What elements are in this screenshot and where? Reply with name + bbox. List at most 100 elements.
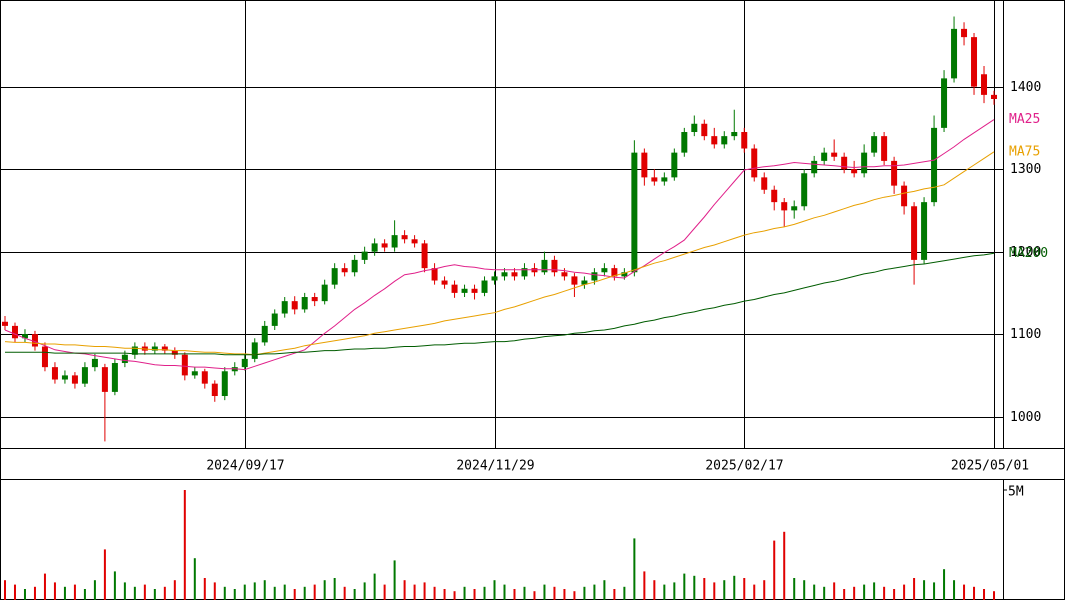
candle-body <box>311 297 318 302</box>
volume-bar <box>313 584 316 600</box>
candle-body <box>261 325 268 343</box>
volume-bar <box>843 589 846 600</box>
candle-body <box>681 132 688 153</box>
volume-bar <box>203 578 206 600</box>
volume-bar <box>613 589 616 600</box>
candle-body <box>921 202 928 260</box>
candle-body <box>761 177 768 190</box>
volume-bar <box>533 591 536 600</box>
volume-bar <box>323 580 326 600</box>
candle-body <box>901 185 908 207</box>
volume-bar <box>153 589 156 600</box>
candle-body <box>641 152 648 178</box>
volume-bar <box>903 584 906 600</box>
candle-body <box>591 272 598 281</box>
candle-body <box>171 350 178 355</box>
volume-bar <box>53 582 56 600</box>
volume-bar <box>543 584 546 600</box>
candle-body <box>351 259 358 273</box>
y-tick-label: 1100 <box>1010 327 1041 342</box>
y-tick-label: 1000 <box>1010 410 1041 425</box>
volume-bar <box>173 580 176 600</box>
candle-body <box>801 173 808 207</box>
volume-bar <box>713 582 716 600</box>
volume-bar <box>633 538 636 600</box>
candle-body <box>691 123 698 133</box>
volume-bar <box>653 580 656 600</box>
volume-bar <box>853 586 856 600</box>
candle-body <box>861 152 868 174</box>
candle-body <box>931 127 938 203</box>
candle-body <box>151 346 158 351</box>
volume-bar <box>623 586 626 600</box>
volume-bar <box>303 586 306 600</box>
candle-body <box>631 152 638 273</box>
candle-body <box>581 280 588 285</box>
volume-bar <box>873 582 876 600</box>
volume-bar <box>503 584 506 600</box>
candle-body <box>961 28 968 38</box>
x-tick-label: 2024/11/29 <box>456 459 534 474</box>
ma-line <box>4 151 995 356</box>
candle-body <box>11 325 18 339</box>
x-tick-label: 2024/09/17 <box>206 459 284 474</box>
volume-bar <box>743 578 746 600</box>
candle-body <box>511 272 518 277</box>
volume-bar <box>93 580 96 600</box>
y-tick-label: 1200 <box>1010 245 1041 260</box>
candle-body <box>561 272 568 277</box>
volume-bar <box>33 586 36 600</box>
candle-body <box>471 288 478 293</box>
volume-bar <box>333 578 336 600</box>
candle-body <box>211 383 218 397</box>
candle-body <box>361 251 368 260</box>
volume-bar <box>23 589 26 600</box>
volume-bar <box>963 584 966 600</box>
candle-body <box>201 371 208 384</box>
candle-body <box>331 268 338 285</box>
candle-body <box>131 346 138 355</box>
candle-body <box>241 358 248 368</box>
x-tick-label: 2025/05/01 <box>951 459 1029 474</box>
candle-body <box>51 367 58 380</box>
candle-body <box>341 268 348 273</box>
candle-body <box>571 276 578 285</box>
volume-bar <box>943 569 946 600</box>
volume-bar <box>823 586 826 600</box>
candle-body <box>981 74 988 95</box>
candle-body <box>291 301 298 310</box>
volume-bar <box>73 584 76 600</box>
candle-body <box>791 206 798 211</box>
volume-bar <box>353 589 356 600</box>
candle-body <box>21 334 28 339</box>
volume-bar <box>983 589 986 600</box>
volume-bar <box>183 490 186 600</box>
ma-line <box>4 119 995 371</box>
volume-bar <box>113 571 116 600</box>
candle-body <box>891 160 898 186</box>
candle-body <box>1 321 8 326</box>
candle-body <box>551 259 558 273</box>
volume-bar <box>643 571 646 600</box>
candle-body <box>41 346 48 368</box>
volume-bar <box>913 578 916 600</box>
candle-body <box>401 235 408 240</box>
volume-bar <box>463 586 466 600</box>
candle-body <box>851 169 858 174</box>
candle-body <box>651 177 658 182</box>
volume-bar <box>673 582 676 600</box>
volume-bar <box>453 591 456 600</box>
candle-body <box>71 375 78 384</box>
candle-body <box>811 160 818 174</box>
legend-label: MA200 <box>1009 246 1048 261</box>
volume-bar <box>423 582 426 600</box>
volume-bar <box>383 584 386 600</box>
volume-bar <box>363 582 366 600</box>
candle-body <box>221 371 228 397</box>
volume-bar <box>813 584 816 600</box>
candle-body <box>661 177 668 182</box>
candle-body <box>481 280 488 293</box>
volume-bar <box>783 531 786 600</box>
volume-bar <box>123 582 126 600</box>
candle-body <box>501 272 508 277</box>
